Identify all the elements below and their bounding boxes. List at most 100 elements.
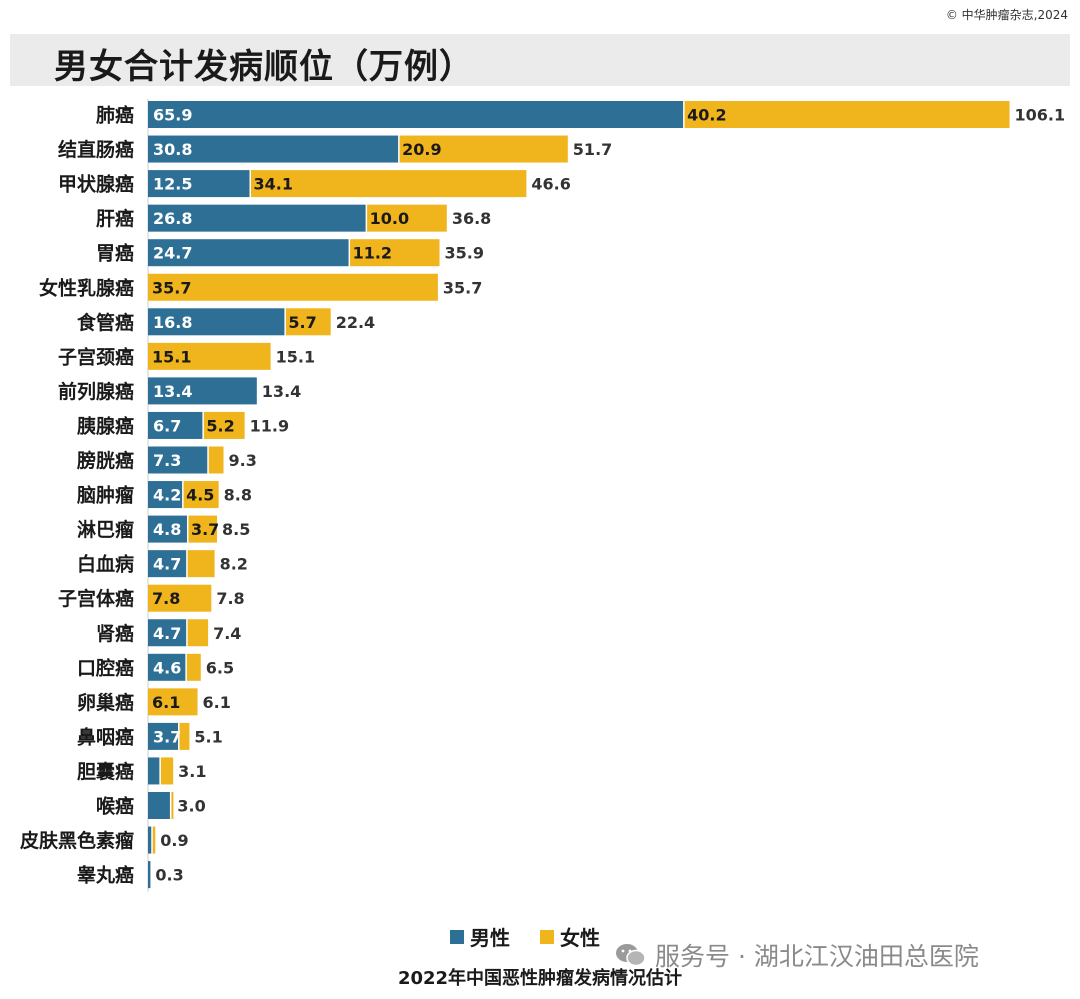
data-label-female: 11.2 [353, 244, 392, 263]
category-label: 肾癌 [96, 622, 134, 645]
category-label: 肺癌 [96, 104, 134, 127]
bar-female [399, 135, 568, 163]
data-label-total: 22.4 [336, 313, 375, 332]
data-label-female: 40.2 [687, 106, 726, 125]
bar-male [148, 446, 208, 474]
data-label-total: 51.7 [573, 140, 612, 159]
watermark-text: 服务号 · 湖北江汉油田总医院 [655, 942, 979, 971]
bar-male [148, 239, 349, 267]
data-label-total: 6.1 [203, 693, 231, 712]
data-label-total: 5.1 [194, 727, 222, 746]
legend-item-male: 男性 [450, 922, 510, 951]
bar-female [160, 757, 174, 785]
category-label: 子宫颈癌 [58, 345, 134, 368]
legend-swatch-female [540, 929, 554, 944]
watermark: 服务号 · 湖北江汉油田总医院 [615, 937, 979, 973]
data-label-male: 4.7 [153, 555, 181, 574]
data-label-total: 35.9 [445, 244, 484, 263]
bar-female [350, 239, 440, 267]
bar-female [148, 342, 271, 370]
category-label: 食管癌 [77, 311, 134, 334]
data-label-total: 106.1 [1015, 106, 1066, 125]
copyright-notice: © 中华肿瘤杂志,2024 [945, 8, 1068, 22]
category-label: 女性乳腺癌 [39, 276, 134, 299]
category-label: 卵巢癌 [77, 691, 134, 714]
data-label-male: 4.7 [153, 624, 181, 643]
bar-male [148, 757, 160, 785]
data-label-male: 16.8 [153, 313, 192, 332]
category-label: 胆囊癌 [77, 760, 134, 783]
data-label-total: 6.5 [206, 658, 234, 677]
data-label-total: 15.1 [276, 347, 315, 366]
data-label-total: 8.5 [222, 520, 250, 539]
data-label-male: 65.9 [153, 106, 192, 125]
chart-title: 男女合计发病顺位（万例） [54, 47, 474, 87]
bar-male [148, 550, 187, 578]
category-label: 白血病 [77, 553, 134, 576]
data-label-total: 36.8 [452, 209, 491, 228]
bar-male [148, 619, 187, 647]
data-label-total: 9.3 [229, 451, 257, 470]
bar-male [148, 308, 285, 336]
bar-female [148, 584, 212, 612]
data-label-male: 4.6 [153, 658, 181, 677]
data-label-male: 24.7 [153, 244, 192, 263]
data-label-female: 6.1 [152, 693, 180, 712]
bar-female [179, 722, 190, 750]
category-label: 皮肤黑色素瘤 [20, 829, 134, 852]
bar-female [367, 204, 447, 232]
bar-male [148, 170, 250, 198]
category-label: 结直肠癌 [58, 138, 134, 161]
data-label-total: 7.4 [213, 624, 241, 643]
data-label-female: 5.2 [206, 416, 234, 435]
data-label-total: 35.7 [443, 278, 482, 297]
category-label: 口腔癌 [77, 656, 134, 679]
bar-female [285, 308, 331, 336]
bar-male [148, 792, 170, 819]
wechat-icon [615, 942, 647, 968]
bar-male [148, 515, 187, 543]
bar-female [203, 411, 245, 439]
bar-female [186, 653, 201, 681]
data-label-male: 4.8 [153, 520, 181, 539]
bar-male [148, 861, 151, 889]
chart-title-bar: 男女合计发病顺位（万例） [10, 34, 1070, 87]
data-label-female: 34.1 [254, 175, 293, 194]
bar-male [148, 101, 684, 128]
data-label-total: 8.2 [220, 555, 248, 574]
data-label-female: 10.0 [370, 209, 409, 228]
category-label: 睾丸癌 [77, 864, 134, 887]
data-label-total: 13.4 [262, 382, 301, 401]
category-label: 甲状腺癌 [58, 173, 134, 196]
bar-male [148, 204, 366, 232]
data-label-male: 4.2 [153, 486, 181, 505]
legend-label-male: 男性 [470, 926, 510, 950]
bar-male [148, 826, 152, 854]
chart-footer-caption: 2022年中国恶性肿瘤发病情况估计 [397, 968, 683, 989]
data-label-total: 3.0 [177, 797, 205, 816]
data-label-total: 7.8 [216, 589, 244, 608]
data-label-female: 3.7 [191, 520, 219, 539]
data-label-male: 26.8 [153, 209, 192, 228]
bar-female [183, 481, 219, 509]
bar-female [187, 619, 209, 647]
bar-male [148, 135, 399, 163]
data-label-female: 4.5 [186, 486, 214, 505]
data-label-male: 7.3 [153, 451, 181, 470]
category-label: 淋巴瘤 [77, 518, 134, 541]
data-label-female: 5.7 [288, 313, 316, 332]
category-label: 胃癌 [96, 242, 134, 265]
data-label-total: 46.6 [531, 175, 570, 194]
data-label-male: 3.7 [153, 727, 181, 746]
bar-male [148, 377, 257, 405]
bar-female [187, 550, 215, 578]
bar-female [208, 446, 224, 474]
bar-female [148, 273, 438, 301]
category-label: 脑肿瘤 [76, 484, 134, 507]
category-label: 鼻咽癌 [77, 725, 134, 748]
category-label: 膀胱癌 [76, 449, 134, 472]
legend-item-female: 女性 [540, 922, 600, 951]
category-label: 前列腺癌 [58, 380, 134, 403]
data-label-female: 15.1 [152, 347, 191, 366]
bar-female [171, 792, 174, 819]
